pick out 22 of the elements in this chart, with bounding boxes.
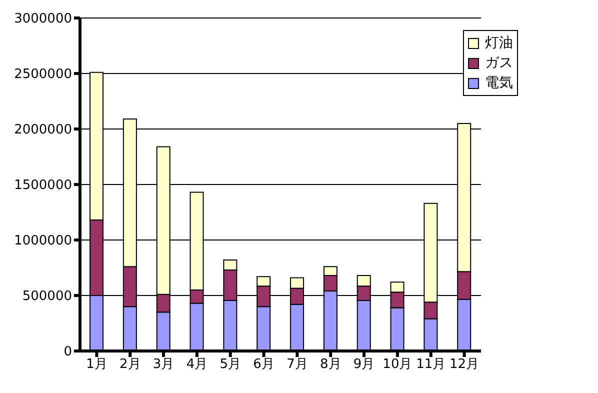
y-tick-label: 3000000: [14, 12, 72, 27]
x-tick-label: 8月: [320, 357, 342, 372]
y-tick-label: 2000000: [14, 122, 72, 138]
y-tick-label: 0: [64, 344, 72, 360]
legend-label: 灯油: [485, 34, 513, 53]
y-tick-label: 1000000: [14, 234, 72, 249]
x-tick-label: 5月: [220, 357, 242, 372]
legend-label: ガス: [485, 54, 513, 73]
x-tick-label: 12月: [450, 357, 480, 372]
legend-label: 電気: [485, 74, 513, 93]
x-tick-label: 7月: [286, 357, 308, 372]
x-tick-label: 11月: [416, 357, 446, 372]
y-tick-label: 1500000: [14, 178, 72, 194]
x-tick-label: 9月: [353, 357, 375, 372]
x-tick-label: 3月: [152, 357, 174, 372]
x-tick-label: 6月: [253, 357, 274, 372]
x-tick-label: 4月: [186, 357, 208, 372]
x-tick-label: 10月: [382, 357, 412, 372]
x-tick-label: 1月: [86, 357, 108, 372]
y-tick-label: 500000: [22, 289, 72, 304]
y-tick-label: 2500000: [14, 67, 72, 82]
x-tick-label: 2月: [119, 357, 141, 372]
